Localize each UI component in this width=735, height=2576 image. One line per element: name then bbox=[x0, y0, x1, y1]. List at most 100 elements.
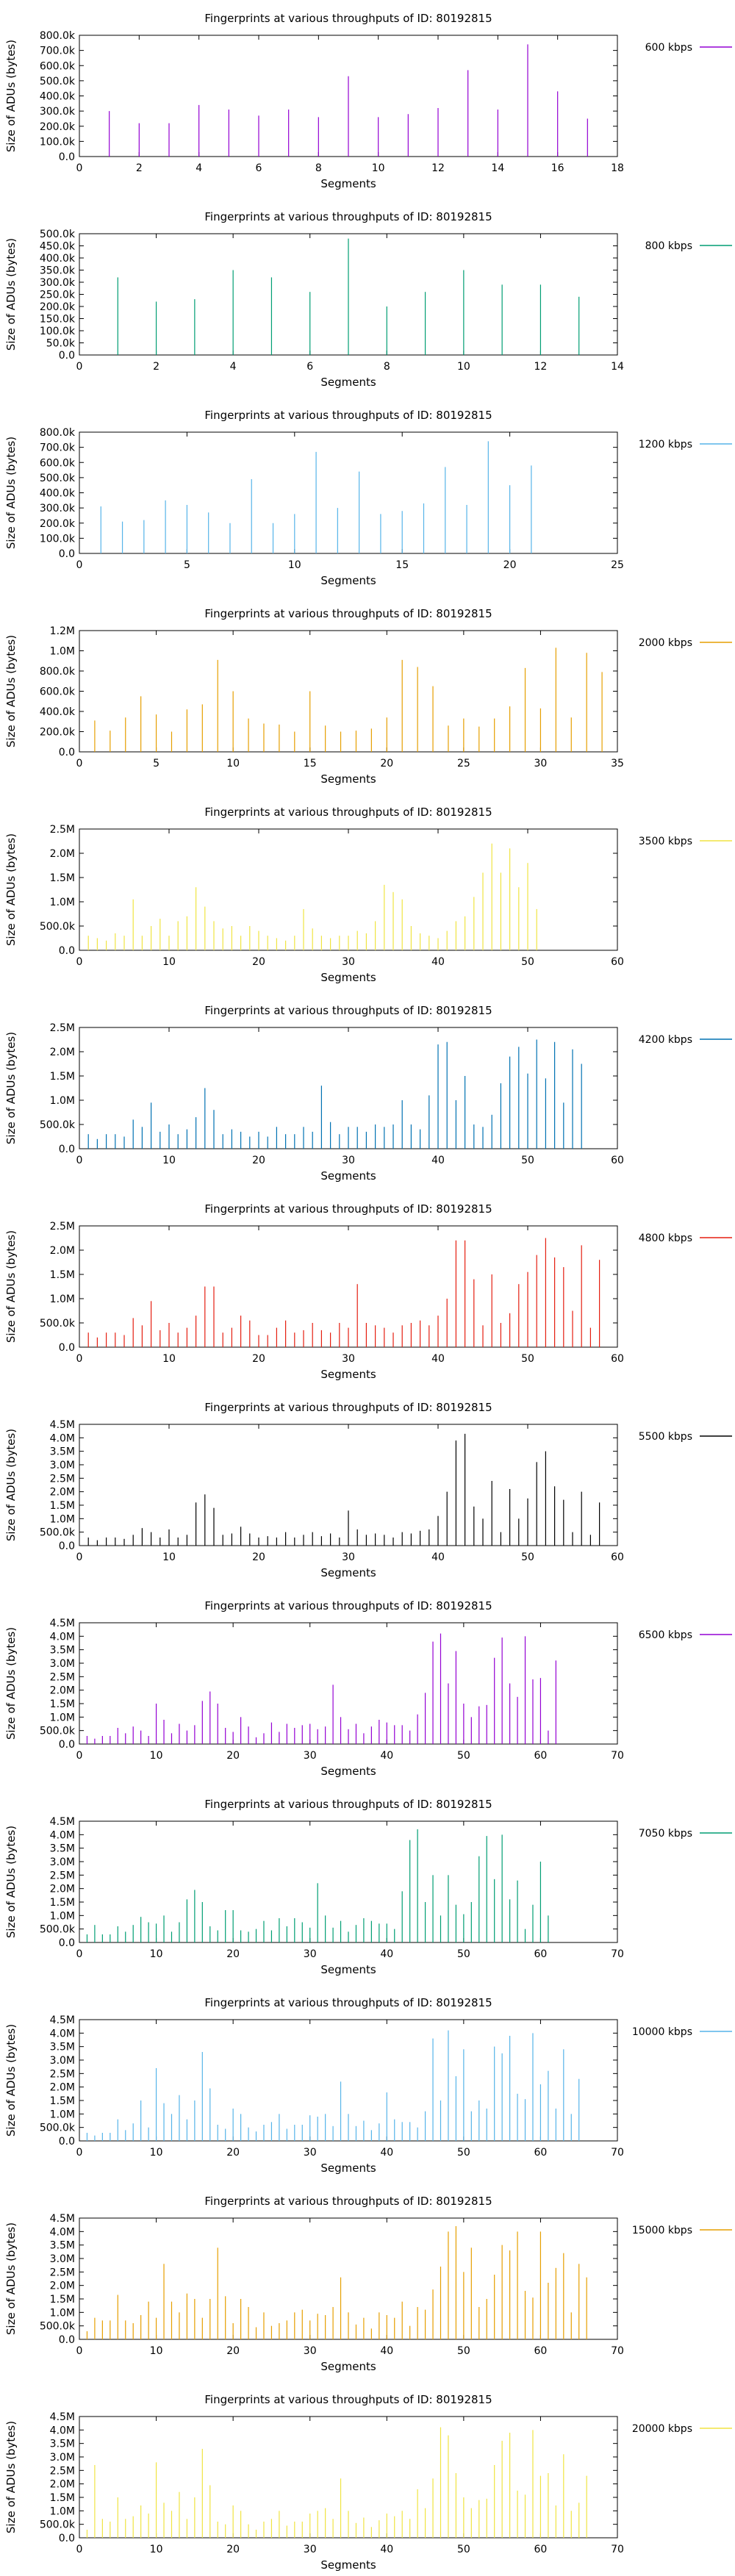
y-tick-label: 300.0k bbox=[40, 277, 76, 289]
y-tick-label: 2.0M bbox=[50, 2281, 75, 2292]
chart-title: Fingerprints at various throughputs of I… bbox=[204, 607, 492, 620]
x-tick-label: 20 bbox=[226, 2147, 240, 2159]
y-tick-label: 1.5M bbox=[50, 2294, 75, 2306]
y-tick-label: 400.0k bbox=[40, 91, 76, 103]
y-tick-label: 800.0k bbox=[40, 427, 76, 439]
x-tick-label: 8 bbox=[315, 162, 322, 174]
y-tick-label: 2.0M bbox=[50, 2479, 75, 2491]
x-tick-label: 0 bbox=[76, 2147, 83, 2159]
plot-frame bbox=[79, 431, 618, 554]
y-tick-label: 100.0k bbox=[40, 136, 76, 148]
x-tick-label: 50 bbox=[457, 2544, 470, 2555]
y-tick-label: 4.0M bbox=[50, 2425, 75, 2436]
y-tick-label: 150.0k bbox=[40, 314, 76, 326]
x-tick-label: 60 bbox=[611, 956, 624, 968]
y-tick-label: 3.5M bbox=[50, 1843, 75, 1855]
x-axis-label: Segments bbox=[320, 971, 376, 984]
y-tick-label: 0.0 bbox=[59, 747, 75, 758]
x-tick-label: 30 bbox=[304, 2147, 317, 2159]
x-tick-label: 40 bbox=[380, 1948, 393, 1960]
y-tick-label: 500.0k bbox=[40, 1527, 76, 1539]
y-tick-label: 3.0M bbox=[50, 2452, 75, 2464]
y-axis-label: Size of ADUs (bytes) bbox=[4, 1230, 18, 1343]
x-tick-label: 15 bbox=[395, 559, 409, 571]
chart-title: Fingerprints at various throughputs of I… bbox=[204, 2393, 492, 2406]
x-tick-label: 20 bbox=[380, 758, 393, 769]
x-tick-label: 60 bbox=[534, 2147, 548, 2159]
x-tick-label: 60 bbox=[534, 1750, 548, 1762]
y-tick-label: 3.5M bbox=[50, 1645, 75, 1657]
y-tick-label: 1.5M bbox=[50, 872, 75, 884]
y-axis-label: Size of ADUs (bytes) bbox=[4, 2222, 18, 2335]
x-tick-label: 6 bbox=[256, 162, 262, 174]
x-tick-label: 10 bbox=[150, 2147, 163, 2159]
x-tick-label: 30 bbox=[342, 1551, 355, 1563]
x-tick-label: 60 bbox=[611, 1353, 624, 1365]
y-tick-label: 200.0k bbox=[40, 518, 76, 530]
chart-panel: Fingerprints at various throughputs of I… bbox=[4, 806, 732, 984]
x-tick-label: 50 bbox=[521, 956, 534, 968]
x-axis-label: Segments bbox=[320, 1963, 376, 1976]
x-tick-label: 50 bbox=[457, 2147, 470, 2159]
y-tick-label: 1.0M bbox=[50, 2307, 75, 2319]
y-tick-label: 1.0M bbox=[50, 2109, 75, 2120]
x-tick-label: 0 bbox=[76, 956, 83, 968]
y-tick-label: 1.5M bbox=[50, 1071, 75, 1083]
chart-title: Fingerprints at various throughputs of I… bbox=[204, 2195, 492, 2208]
y-tick-label: 500.0k bbox=[40, 2519, 76, 2531]
x-tick-label: 30 bbox=[534, 758, 548, 769]
legend-label: 2000 kbps bbox=[639, 637, 692, 649]
y-tick-label: 400.0k bbox=[40, 488, 76, 500]
x-tick-label: 40 bbox=[431, 956, 445, 968]
y-tick-label: 200.0k bbox=[40, 727, 76, 739]
x-tick-label: 25 bbox=[611, 559, 624, 571]
y-tick-label: 4.5M bbox=[50, 2411, 75, 2423]
chart-panel: Fingerprints at various throughputs of I… bbox=[4, 1004, 732, 1183]
y-tick-label: 700.0k bbox=[40, 46, 76, 57]
x-tick-label: 60 bbox=[534, 1948, 548, 1960]
x-tick-label: 10 bbox=[162, 1353, 176, 1365]
y-axis-label: Size of ADUs (bytes) bbox=[4, 437, 18, 549]
y-tick-label: 250.0k bbox=[40, 290, 76, 301]
x-tick-label: 20 bbox=[252, 1551, 265, 1563]
x-tick-label: 5 bbox=[153, 758, 159, 769]
y-tick-label: 4.0M bbox=[50, 1829, 75, 1841]
chart-title: Fingerprints at various throughputs of I… bbox=[204, 1996, 492, 2009]
y-tick-label: 600.0k bbox=[40, 60, 76, 72]
x-tick-label: 30 bbox=[342, 956, 355, 968]
chart-title: Fingerprints at various throughputs of I… bbox=[204, 12, 492, 25]
x-tick-label: 10 bbox=[288, 559, 301, 571]
legend-label: 600 kbps bbox=[645, 42, 692, 54]
y-tick-label: 2.0M bbox=[50, 1047, 75, 1058]
y-tick-label: 3.0M bbox=[50, 2055, 75, 2067]
y-tick-label: 2.5M bbox=[50, 1671, 75, 1683]
x-axis-label: Segments bbox=[320, 376, 376, 389]
y-tick-label: 1.0M bbox=[50, 1712, 75, 1723]
y-tick-label: 1.0M bbox=[50, 1513, 75, 1525]
y-tick-label: 1.0M bbox=[50, 1095, 75, 1107]
legend-label: 1200 kbps bbox=[639, 439, 692, 451]
legend-label: 800 kbps bbox=[645, 240, 692, 252]
y-axis-label: Size of ADUs (bytes) bbox=[4, 238, 18, 351]
x-tick-label: 40 bbox=[380, 2544, 393, 2555]
y-tick-label: 0.0 bbox=[59, 350, 75, 362]
y-tick-label: 1.0M bbox=[50, 646, 75, 658]
x-tick-label: 70 bbox=[611, 1948, 624, 1960]
x-tick-label: 2 bbox=[136, 162, 143, 174]
legend-label: 7050 kbps bbox=[639, 1828, 692, 1840]
x-tick-label: 5 bbox=[184, 559, 190, 571]
y-tick-label: 100.0k bbox=[40, 326, 76, 337]
y-tick-label: 0.0 bbox=[59, 945, 75, 957]
y-tick-label: 0.0 bbox=[59, 2334, 75, 2346]
chart-panel: Fingerprints at various throughputs of I… bbox=[4, 12, 732, 190]
y-tick-label: 0.0 bbox=[59, 2136, 75, 2148]
y-tick-label: 4.5M bbox=[50, 1618, 75, 1629]
chart-panel: Fingerprints at various throughputs of I… bbox=[4, 1798, 732, 1976]
y-tick-label: 2.5M bbox=[50, 2465, 75, 2477]
x-tick-label: 10 bbox=[372, 162, 385, 174]
chart-title: Fingerprints at various throughputs of I… bbox=[204, 409, 492, 422]
y-tick-label: 0.0 bbox=[59, 2533, 75, 2544]
chart-panel: Fingerprints at various throughputs of I… bbox=[4, 1996, 732, 2175]
x-tick-label: 30 bbox=[304, 1750, 317, 1762]
chart-title: Fingerprints at various throughputs of I… bbox=[204, 1798, 492, 1811]
